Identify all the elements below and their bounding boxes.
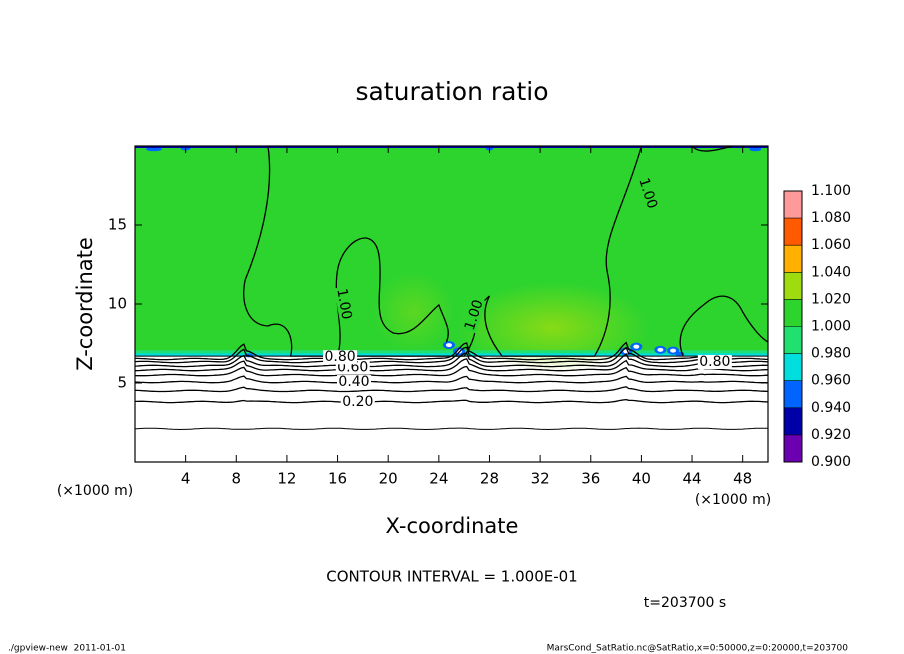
contour-line	[691, 146, 733, 152]
contour-label: 0.80	[699, 354, 730, 370]
x-tick-label: 28	[480, 470, 499, 488]
contour-field: 0.200.400.600.80 0.801.00 1.001.00	[135, 146, 768, 431]
x-tick-label: 20	[379, 470, 398, 488]
fill-region	[145, 147, 162, 152]
contour-label-gap	[635, 175, 660, 212]
y-axis-unit: (×1000 m)	[57, 483, 133, 499]
fill-region	[373, 271, 454, 352]
contour-label-gap	[697, 354, 732, 369]
contour-label-gap	[323, 350, 358, 365]
colorbar-tick-label: 1.100	[811, 183, 851, 199]
fill-region	[633, 344, 640, 349]
colorbar-tick-label: 1.040	[811, 264, 851, 280]
contour-interval: CONTOUR INTERVAL = 1.000E-01	[326, 568, 577, 586]
contour-label-gap	[334, 286, 354, 322]
x-tick-label: 36	[581, 470, 600, 488]
fill-region	[135, 146, 768, 148]
x-tick-label: 4	[181, 470, 191, 488]
contour-line	[679, 295, 768, 357]
contour-line	[135, 375, 768, 384]
contour-line	[135, 398, 768, 404]
contour-line	[135, 386, 768, 393]
footer-left: ./gpview-new 2011-01-01	[8, 644, 126, 654]
colorbar-tick-label: 1.000	[811, 319, 851, 335]
x-tick-label: 40	[632, 470, 651, 488]
fill-region	[135, 146, 768, 357]
chart-title: saturation ratio	[355, 77, 548, 106]
colorbar-tick-label: 0.980	[811, 346, 851, 362]
fill-region	[445, 343, 452, 348]
fill-region	[135, 353, 768, 357]
x-axis-unit: (×1000 m)	[695, 492, 771, 508]
colorbar-swatch	[784, 191, 802, 219]
contour-label: 0.40	[338, 374, 369, 390]
y-tick-label: 15	[108, 216, 127, 234]
colorbar-swatch	[784, 218, 802, 246]
x-tick-label: 16	[328, 470, 347, 488]
y-tick-label: 5	[117, 374, 127, 392]
contour-line	[335, 237, 449, 357]
colorbar-swatch	[784, 272, 802, 300]
contour-line	[135, 346, 768, 364]
contour-line	[135, 358, 768, 372]
contour-label-gap	[340, 394, 375, 409]
x-tick-label: 24	[429, 470, 448, 488]
x-tick-label: 12	[277, 470, 296, 488]
y-tick-label: 10	[108, 295, 127, 313]
x-tick-label: 44	[682, 470, 701, 488]
contour-label: 0.20	[342, 394, 373, 410]
colorbar-swatch	[784, 434, 802, 462]
colorbar-tick-label: 1.060	[811, 237, 851, 253]
contour-label-gap	[337, 375, 372, 390]
x-tick-label: 8	[232, 470, 242, 488]
colorbar-tick-label: 1.020	[811, 291, 851, 307]
field: 0.200.400.600.80 0.801.00 1.001.00	[135, 146, 768, 431]
contour-line	[135, 352, 768, 368]
contour-line	[135, 427, 768, 431]
contour-label: 0.80	[325, 349, 356, 365]
x-tick-label: 48	[733, 470, 752, 488]
colorbar-tick-label: 0.960	[811, 373, 851, 389]
colorbar-tick-label: 0.900	[811, 454, 851, 470]
colorbar-swatch	[784, 407, 802, 435]
fill-region	[749, 147, 762, 152]
contour-label: 1.00	[333, 287, 354, 320]
colorbar-tick-label: 0.940	[811, 400, 851, 416]
contour-label-gap	[462, 296, 487, 334]
footer-right: MarsCond_SatRatio.nc@SatRatio,x=0:50000,…	[547, 644, 849, 654]
fill-region	[670, 348, 677, 353]
colorbar-swatch	[784, 326, 802, 354]
colorbar-tick-label: 1.080	[811, 210, 851, 226]
colorbar-swatch	[784, 299, 802, 327]
colorbar-swatch	[784, 245, 802, 273]
fill-region	[657, 347, 664, 352]
colorbar-swatch	[784, 353, 802, 381]
colorbar-tick-label: 0.920	[811, 427, 851, 443]
x-tick-label: 32	[531, 470, 550, 488]
contour-line	[135, 365, 768, 377]
x-axis-label: X-coordinate	[386, 514, 519, 538]
fill-region	[135, 350, 768, 354]
y-axis-label: Z-coordinate	[73, 237, 97, 371]
time-label: t=203700 s	[644, 595, 726, 611]
colorbar-swatch	[784, 380, 802, 408]
